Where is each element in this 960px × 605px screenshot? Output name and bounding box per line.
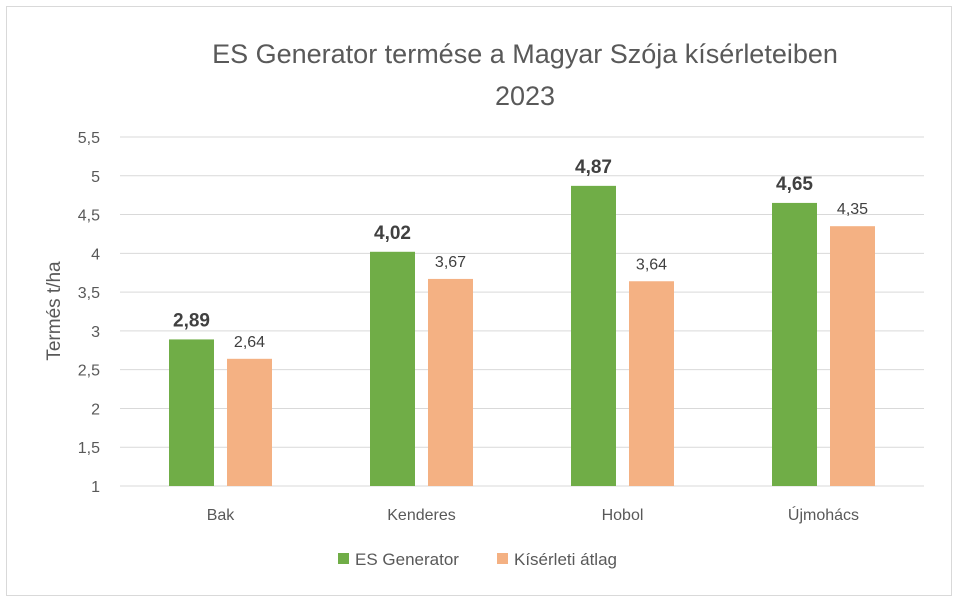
chart-title-line-2: 2023 [495,81,555,111]
data-label: 3,67 [435,254,466,271]
y-tick-label: 4 [91,246,100,263]
chart-title-line-1: ES Generator termése a Magyar Szója kísé… [212,39,838,69]
y-tick-label: 5,5 [78,130,100,147]
legend-label: ES Generator [355,550,459,569]
y-axis-label: Termés t/ha [44,261,65,361]
data-label: 2,64 [234,334,265,351]
data-label: 4,87 [575,157,612,178]
bar-es-generator [169,339,214,486]
bar-kiserleti-atlag [830,226,875,486]
bar-kiserleti-atlag [629,281,674,486]
legend-swatch [497,553,508,564]
bar-es-generator [571,185,616,487]
y-tick-label: 3 [91,324,100,341]
bar-es-generator [772,202,817,486]
bar-kiserleti-atlag [428,278,473,486]
y-tick-label: 2,5 [78,363,100,380]
y-tick-label: 2 [91,401,100,418]
x-tick-label: Újmohács [788,505,859,524]
y-tick-label: 1 [91,479,100,496]
x-axis-ticks: Bak Kenderes Hobol Újmohács [207,505,859,524]
y-tick-label: 1,5 [78,440,100,457]
legend-swatch [338,553,349,564]
data-labels: 2,89 2,64 4,02 3,67 4,87 3,64 4,65 4,35 [173,157,868,351]
y-axis-ticks: 1 1,5 2 2,5 3 3,5 4 4,5 5 5,5 [78,130,100,496]
x-tick-label: Kenderes [387,507,456,524]
bars [169,185,875,487]
bar-es-generator [370,251,415,486]
legend-label: Kísérleti átlag [514,550,617,569]
data-label: 2,89 [173,310,210,331]
y-tick-label: 3,5 [78,285,100,302]
data-label: 4,35 [837,201,868,218]
y-tick-label: 5 [91,169,100,186]
data-label: 4,65 [776,174,813,195]
legend: ES Generator Kísérleti átlag [338,550,617,569]
data-label: 4,02 [374,223,411,244]
y-tick-label: 4,5 [78,208,100,225]
x-tick-label: Bak [207,507,236,524]
data-label: 3,64 [636,256,667,273]
x-tick-label: Hobol [602,507,644,524]
bar-kiserleti-atlag [227,358,272,486]
